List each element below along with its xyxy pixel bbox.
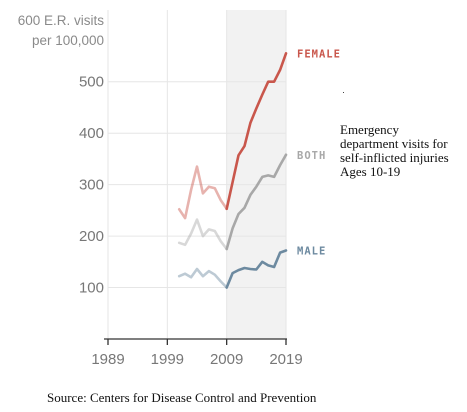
caption-line: Emergency (340, 122, 399, 137)
y-tick-label: 400 (79, 125, 104, 142)
female-line-recent (225, 52, 288, 211)
both-line-early (177, 218, 228, 251)
y-axis-labels: 100 200 300 400 500 (79, 74, 104, 297)
series-labels: FEMALE BOTH MALE (297, 48, 341, 258)
caption-line: department visits for (340, 136, 448, 151)
y-tick-label: 500 (79, 74, 104, 91)
y-axis-unit-label: 600 E.R. visits per 100,000 (18, 13, 105, 48)
caption-line: Ages 10-19 (340, 164, 401, 179)
x-tick-label: 2019 (269, 351, 302, 368)
series-lines (177, 52, 288, 289)
both-series-label: BOTH (297, 150, 326, 162)
gridlines (107, 10, 287, 339)
x-axis (104, 338, 287, 345)
y-tick-label: 200 (79, 228, 104, 245)
both-line-recent (225, 153, 288, 251)
y-tick-label: 300 (79, 177, 104, 194)
caption-line: self-inflicted injuries (340, 150, 449, 165)
male-series-label: MALE (297, 246, 326, 258)
x-tick-label: 2009 (210, 351, 243, 368)
chart-caption: Emergency department visits for self-inf… (340, 123, 465, 179)
male-line-early (177, 267, 228, 289)
stray-dot (343, 92, 344, 93)
x-tick-label: 1989 (91, 351, 124, 368)
female-line-early (177, 165, 228, 220)
x-tick-label: 1999 (151, 351, 184, 368)
female-series-label: FEMALE (297, 48, 341, 60)
x-axis-labels: 1989 1999 2009 2019 (91, 351, 302, 368)
male-line-recent (225, 249, 288, 289)
y-unit-label-line: per 100,000 (32, 33, 104, 48)
y-tick-label: 100 (79, 280, 104, 297)
y-unit-label-line: 600 E.R. visits (18, 13, 105, 28)
source-note: Source: Centers for Disease Control and … (47, 390, 317, 405)
